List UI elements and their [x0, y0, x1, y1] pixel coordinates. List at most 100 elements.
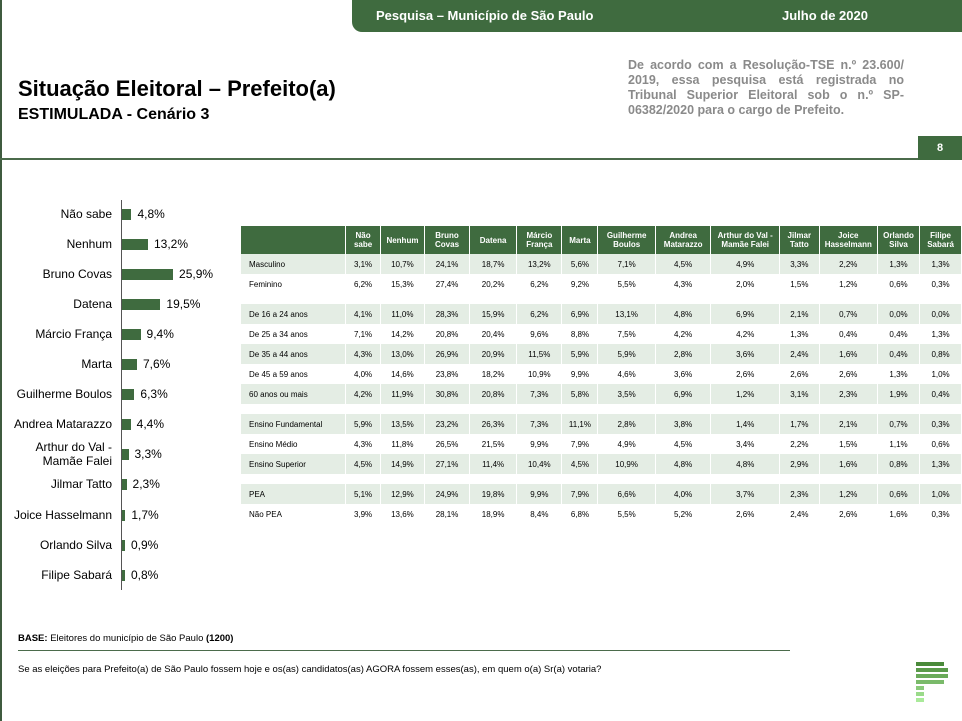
table-cell: 27,1% — [425, 454, 470, 474]
table-cell: 10,9% — [527, 369, 551, 379]
table-cell: 15,3% — [391, 279, 414, 289]
table-cell: 19,8% — [470, 484, 517, 504]
table-cell: 1,6% — [819, 344, 877, 364]
table-cell: 5,9% — [598, 344, 655, 364]
table-cell: 0,3% — [920, 414, 961, 434]
table-cell: 20,4% — [481, 329, 505, 339]
table-cell: 2,3% — [819, 384, 877, 404]
table-cell: 9,9% — [530, 439, 549, 449]
column-header: Jilmar Tatto — [780, 226, 819, 254]
table-cell: 1,0% — [920, 484, 961, 504]
table-cell: 5,8% — [562, 384, 598, 404]
table-cell: 7,3% — [517, 384, 562, 404]
table-cell: 2,6% — [736, 509, 755, 519]
table-cell: 7,9% — [562, 484, 598, 504]
row-label: De 35 a 44 anos — [241, 344, 346, 364]
table-cell: 4,5% — [346, 454, 380, 474]
table-cell: 1,2% — [839, 279, 858, 289]
bar — [122, 389, 135, 401]
bar-label: Datena — [73, 297, 112, 312]
column-header: Marta — [562, 226, 598, 254]
bar-value-label: 0,8% — [131, 567, 159, 582]
table-cell: 7,5% — [617, 329, 636, 339]
table-cell: 2,9% — [780, 454, 819, 474]
bar-value-label: 1,7% — [131, 507, 159, 522]
bar-value-label: 2,3% — [132, 477, 160, 492]
chart-axis — [121, 200, 122, 590]
bar — [122, 479, 127, 491]
table-cell: 9,2% — [570, 279, 590, 289]
page-subtitle: ESTIMULADA - Cenário 3 — [18, 106, 210, 123]
table-cell: 11,9% — [380, 384, 424, 404]
table-row: Masculino 3,1% 10,7% 24,1% 18,7% 13,2% 5,6% 7,1… — [241, 254, 961, 274]
row-label: Não PEA — [249, 509, 282, 519]
row-label: Masculino — [241, 254, 346, 274]
table-cell: 6,2% — [530, 279, 549, 289]
bar-value-label: 4,4% — [136, 417, 165, 432]
bar-label: Filipe Sabará — [41, 567, 112, 582]
bar-value-label: 7,6% — [142, 357, 171, 372]
table-cell: 3,6% — [711, 344, 779, 364]
table-cell: 20,9% — [470, 344, 517, 364]
header-divider — [0, 158, 962, 160]
column-header: Datena — [470, 226, 517, 254]
table-row: De 45 a 59 anos 4,0% 14,6% 23,8% 18,2% 10,9% 9… — [241, 364, 961, 384]
table-cell: 24,9% — [425, 484, 470, 504]
table-cell: 1,2% — [711, 384, 779, 404]
table-header-row: Não sabe Nenhum Bruno Covas Datena Márcio Fr… — [241, 226, 961, 254]
column-header: Bruno Covas — [425, 226, 470, 254]
page-number: 8 — [918, 136, 962, 160]
bar-label: Arthur do Val - Mamãe Falei — [35, 440, 112, 469]
table-row: De 25 a 34 anos 7,1% 14,2% 20,8% 20,4% 9,6% 8,… — [241, 324, 961, 344]
table-cell: 11,8% — [391, 439, 414, 449]
table-cell: 2,2% — [790, 439, 809, 449]
table-cell: 5,1% — [346, 484, 380, 504]
table-cell: 0,6% — [931, 439, 950, 449]
page-title: Situação Eleitoral – Prefeito(a) — [18, 76, 336, 101]
table-cell: 10,7% — [380, 254, 424, 274]
table-cell: 8,8% — [570, 329, 590, 339]
bar — [122, 539, 125, 551]
table-cell: 4,2% — [346, 384, 380, 404]
bar — [122, 569, 125, 581]
table-cell: 4,8% — [711, 454, 779, 474]
row-label: Ensino Superior — [241, 454, 346, 474]
table-cell: 23,8% — [435, 369, 459, 379]
table-cell: 3,8% — [655, 414, 711, 434]
base-info: BASE: Eleitores do município de São Paul… — [18, 633, 233, 644]
table-cell: 1,0% — [931, 369, 950, 379]
bar — [122, 299, 161, 311]
bar — [122, 449, 129, 461]
table-cell: 6,8% — [570, 509, 590, 519]
bar-value-label: 13,2% — [154, 237, 189, 252]
table-cell: 0,3% — [931, 279, 950, 289]
table-cell: 4,3% — [674, 279, 693, 289]
row-label: 60 anos ou mais — [241, 384, 346, 404]
table-cell: 10,9% — [598, 454, 655, 474]
table-cell: 4,0% — [353, 369, 373, 379]
table-cell: 6,9% — [655, 384, 711, 404]
table-cell: 13,5% — [380, 414, 424, 434]
table-cell: 0,4% — [839, 329, 858, 339]
table-cell: 14,6% — [391, 369, 414, 379]
table-cell: 2,1% — [819, 414, 877, 434]
table-cell: 4,9% — [617, 439, 636, 449]
table-cell: 12,9% — [380, 484, 424, 504]
table-cell: 13,0% — [380, 344, 424, 364]
base-label: BASE: — [18, 633, 48, 644]
table-cell: 1,6% — [819, 454, 877, 474]
column-header: Joice Hasselmann — [819, 226, 877, 254]
table-cell: 4,0% — [655, 484, 711, 504]
table-cell: 7,9% — [570, 439, 590, 449]
bar-value-label: 9,4% — [146, 327, 174, 342]
table-cell: 1,3% — [877, 254, 920, 274]
bar-value-label: 4,8% — [137, 207, 165, 221]
survey-title: Pesquisa – Município de São Paulo — [376, 8, 594, 23]
table-cell: 6,6% — [598, 484, 655, 504]
table-cell: 2,4% — [780, 344, 819, 364]
registration-note: De acordo com a Resolução-TSE n.º 23.600… — [628, 58, 904, 117]
table-cell: 10,4% — [517, 454, 562, 474]
table-cell: 27,4% — [435, 279, 459, 289]
table-cell: 20,8% — [435, 329, 459, 339]
table-cell: 1,2% — [819, 484, 877, 504]
